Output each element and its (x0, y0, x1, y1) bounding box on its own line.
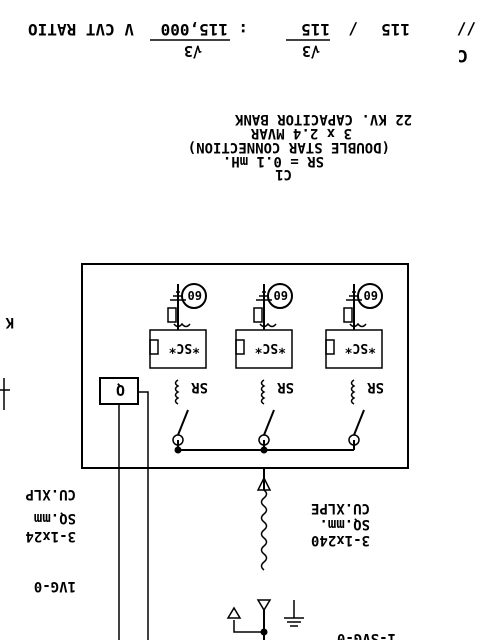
secondary-value: 115 (301, 20, 330, 39)
arrester-symbol (226, 606, 242, 619)
capacitor-bank-enclosure (81, 263, 409, 469)
right-fragment: C (458, 45, 468, 65)
phase-branch: SR *SC* 60 (325, 283, 384, 450)
separator: : (238, 20, 248, 39)
primary-divisor: √3 (184, 42, 202, 60)
switch-blade (353, 409, 365, 436)
left-k-fragment: K (5, 314, 14, 330)
series-reactor (350, 379, 356, 405)
cap-line1: 22 KV. CAPACITOR BANK (234, 111, 412, 127)
ct-coil (259, 322, 277, 328)
cvt-ratio-label: V CVT RATIO (28, 20, 134, 39)
capacitor-bank-description: C1 SR = 0.1 mH. (DOUBLE STAR CONNECTION)… (188, 111, 412, 182)
bottom-right-fragment: 1-SVG-0 (337, 630, 396, 640)
q-lead-1 (138, 391, 149, 640)
phase-branch: SR *SC* 60 (235, 283, 294, 450)
relay-60-circle (357, 283, 383, 309)
cap-line5: C1 (275, 166, 292, 182)
sr-label: SR (277, 379, 294, 395)
switch-blade (263, 409, 275, 436)
adjacent-feeder-fragment: CU.XLP SQ.mm 3-1x24 1VG-0 K (0, 314, 76, 594)
cable-main-line1: CU.XLPE (311, 500, 370, 516)
primary-value: 115,000 (161, 20, 228, 39)
series-reactor (260, 379, 266, 405)
unbalance-resistor (343, 307, 353, 323)
ct-coil (173, 322, 191, 328)
sc-label: *SC* (345, 340, 376, 355)
sr-label: SR (191, 379, 208, 395)
discharge-resistor (149, 339, 159, 355)
cable-left-line4: 1VG-0 (34, 578, 76, 594)
slash: / (348, 20, 358, 39)
phase-branch: SR *SC* 60 (149, 283, 208, 450)
series-reactor (174, 379, 180, 405)
relay-60-label: 60 (188, 288, 202, 302)
relay-60-label: 60 (274, 288, 288, 302)
cable-termination-bottom (256, 599, 272, 612)
discharge-resistor (235, 339, 245, 355)
switch-blade (177, 409, 189, 436)
ct-coil (349, 322, 367, 328)
cable-left-line1: CU.XLP (25, 486, 76, 502)
relay-60-circle (267, 283, 293, 309)
cvt-ratio-header: C // 115 / 115 √3 : 115,000 √3 V CVT RAT… (28, 20, 476, 65)
sr-label: SR (367, 379, 384, 395)
cable-wavy (260, 489, 268, 571)
sc-label: *SC* (169, 340, 200, 355)
tertiary-value: 115 (381, 20, 410, 39)
cable-main-line2: SQ.mm. (319, 516, 370, 532)
cable-main-line3: 3-1x240 (311, 532, 370, 548)
unbalance-resistor (253, 307, 263, 323)
sc-label: *SC* (255, 340, 286, 355)
phase-branches: SR *SC* 60 SR *SC* 60 SR *SC* 60 (149, 283, 384, 450)
cap-line2: 3 x 2.4 MVAR (250, 125, 352, 141)
q-box-label: Q (116, 381, 125, 399)
cable-left-line2: SQ.mm (34, 510, 76, 526)
arrester-lead (233, 620, 264, 633)
leading-fragment: // (457, 20, 476, 39)
cable-left-line3: 3-1x24 (25, 528, 76, 544)
discharge-resistor (325, 339, 335, 355)
unbalance-resistor (167, 307, 177, 323)
cap-line3: (DOUBLE STAR CONNECTION) (188, 139, 390, 155)
secondary-divisor: √3 (302, 42, 320, 60)
relay-60-label: 60 (364, 288, 378, 302)
q-unit: Q (99, 377, 149, 640)
relay-60-circle (181, 283, 207, 309)
rotated-drawing: C // 115 / 115 √3 : 115,000 √3 V CVT RAT… (0, 20, 476, 640)
cap-line4: SR = 0.1 mH. (223, 153, 324, 169)
main-feeder: CU.XLPE SQ.mm. 3-1x240 1-SVG-0 (226, 468, 396, 640)
